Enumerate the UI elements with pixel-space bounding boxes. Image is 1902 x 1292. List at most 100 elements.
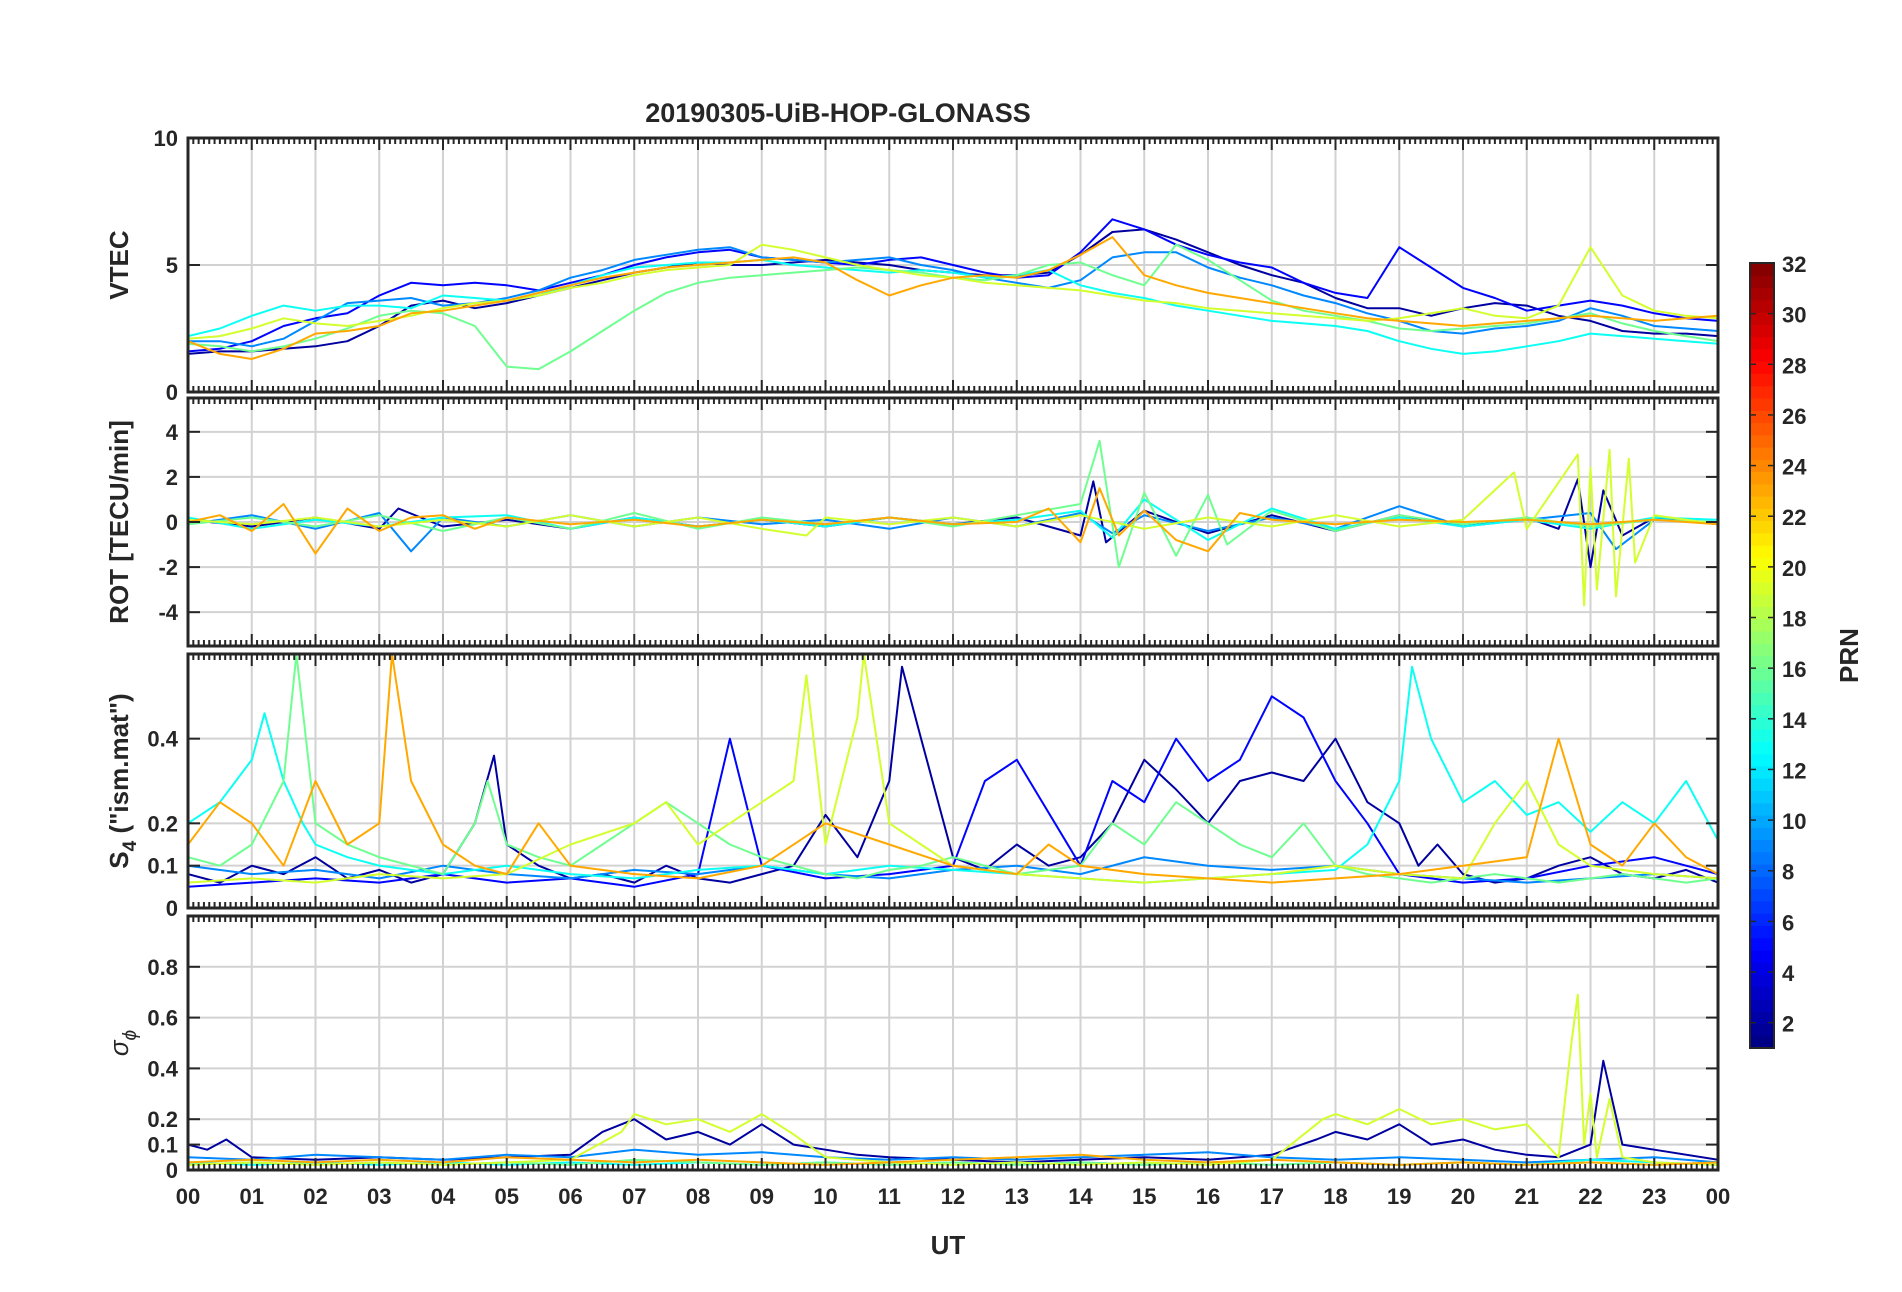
- vtec-axes-frame: [186, 136, 1720, 394]
- vtec-series-prn-9: [188, 246, 1718, 348]
- colorbar-segment: [1750, 532, 1774, 546]
- colorbar-segment: [1750, 557, 1774, 571]
- s4-series-prn-16: [188, 654, 1718, 884]
- sigma-y-tick-label: 0.4: [147, 1056, 178, 1081]
- colorbar-segment: [1750, 643, 1774, 657]
- colorbar-tick-label: 30: [1782, 303, 1806, 328]
- colorbar-segment: [1750, 888, 1774, 902]
- colorbar-segment: [1750, 618, 1774, 632]
- s4-y-tick-label: 0.2: [147, 811, 178, 836]
- vtec-series-prn-5: [188, 218, 1718, 353]
- s4-series-group: [188, 654, 1718, 888]
- colorbar-segment: [1750, 765, 1774, 779]
- s4-y-tick-label: 0.4: [147, 727, 178, 752]
- rot-panel: -4 -2 0 2 4 ROT [TECU/min]: [104, 396, 1720, 648]
- colorbar-segment: [1750, 496, 1774, 509]
- x-tick-label: 00: [176, 1184, 200, 1209]
- x-tick-label: 04: [431, 1184, 456, 1209]
- colorbar-segment: [1750, 925, 1774, 939]
- x-tick-label: 12: [941, 1184, 965, 1209]
- x-tick-label: 09: [750, 1184, 774, 1209]
- colorbar-segment: [1750, 606, 1774, 620]
- s4-y-axis-label: S4 ("ism.mat"): [104, 693, 141, 868]
- sigma-y-tick-label: 0.8: [147, 955, 178, 980]
- colorbar-tick-label: 24: [1782, 455, 1807, 480]
- colorbar-segment: [1750, 827, 1774, 841]
- x-tick-label: 14: [1068, 1184, 1093, 1209]
- sigma-y-axis-label: σϕ: [104, 1030, 141, 1056]
- colorbar-segment: [1750, 1035, 1774, 1049]
- x-tick-label: 06: [558, 1184, 582, 1209]
- colorbar-tick-label: 20: [1782, 556, 1806, 581]
- colorbar-segment: [1750, 471, 1774, 485]
- x-tick-label: 22: [1578, 1184, 1602, 1209]
- colorbar-segment: [1750, 263, 1774, 276]
- colorbar-segment: [1750, 998, 1774, 1012]
- colorbar-segment: [1750, 851, 1774, 865]
- vtec-y-tick-label: 0: [166, 380, 178, 405]
- vtec-panel: 0 5 10 VTEC: [104, 126, 1720, 405]
- s4-series-prn-23: [188, 654, 1718, 884]
- vtec-series-prn-13: [188, 258, 1718, 355]
- colorbar-segment: [1750, 508, 1774, 522]
- colorbar-segment: [1750, 949, 1774, 963]
- x-tick-label: 11: [878, 1184, 901, 1209]
- rot-y-tick-label: 2: [166, 465, 178, 490]
- colorbar-segment: [1750, 422, 1774, 436]
- sigma-phi-panel: 00.10.2 0.4 0.6 0.8 σϕ: [104, 914, 1720, 1183]
- colorbar-segment: [1750, 1011, 1774, 1025]
- colorbar-segment: [1750, 275, 1774, 289]
- x-tick-label: 05: [495, 1184, 519, 1209]
- x-tick-label: 01: [240, 1184, 264, 1209]
- x-tick-label: 19: [1387, 1184, 1411, 1209]
- colorbar-segment: [1750, 876, 1774, 890]
- x-tick-label: 07: [622, 1184, 646, 1209]
- s4-y-tick-label: 0: [166, 896, 178, 921]
- colorbar-segment: [1750, 802, 1774, 816]
- colorbar-tick-label: 12: [1782, 758, 1806, 783]
- rot-axes-frame: [186, 396, 1720, 648]
- colorbar-tick-label: 16: [1782, 657, 1806, 682]
- colorbar-segment: [1750, 716, 1774, 730]
- colorbar-segment: [1750, 741, 1774, 755]
- rot-y-tick-label: 0: [166, 510, 178, 535]
- sigma-y-tick-label: 0.2: [147, 1107, 178, 1132]
- colorbar-segment: [1750, 287, 1774, 301]
- colorbar-tick-label: 22: [1782, 505, 1806, 530]
- colorbar-segment: [1750, 348, 1774, 362]
- colorbar-segment: [1750, 299, 1774, 313]
- colorbar-segment: [1750, 361, 1774, 374]
- vtec-y-axis-label: VTEC: [104, 230, 134, 300]
- colorbar-segment: [1750, 410, 1774, 424]
- vtec-series-group: [188, 218, 1718, 371]
- rot-y-tick-label: 4: [166, 420, 179, 445]
- rot-y-axis-label: ROT [TECU/min]: [104, 420, 134, 624]
- colorbar-tick-label: 6: [1782, 910, 1794, 935]
- colorbar-segment: [1750, 312, 1774, 325]
- colorbar-segment: [1750, 385, 1774, 399]
- x-axis-tick-labels: 00 01 02 03 04 05 06 07 08 09 10 11 12 13 14 15 16 17 18 19…: [176, 1184, 1730, 1209]
- sigma-y-tick-label: 0.1: [147, 1133, 178, 1158]
- colorbar-segment: [1750, 913, 1774, 926]
- colorbar-segment: [1750, 655, 1774, 669]
- colorbar-segment: [1750, 569, 1774, 583]
- rot-series-prn-16: [188, 439, 1718, 569]
- colorbar-segment: [1750, 864, 1774, 877]
- colorbar-segment: [1750, 397, 1774, 411]
- colorbar-tick-label: 14: [1782, 708, 1807, 733]
- colorbar-segment: [1750, 814, 1774, 828]
- x-tick-label: 16: [1196, 1184, 1220, 1209]
- x-tick-label: 18: [1323, 1184, 1347, 1209]
- colorbar-segment: [1750, 974, 1774, 988]
- s4-axes-frame: [186, 652, 1720, 910]
- colorbar-segment: [1750, 692, 1774, 706]
- sigma-series-prn-19: [188, 993, 1718, 1166]
- rot-series-group: [188, 439, 1718, 607]
- sigma-axes-frame: [186, 914, 1720, 1172]
- colorbar-segment: [1750, 667, 1774, 681]
- colorbar-frame: [1749, 262, 1775, 1049]
- colorbar-segment: [1750, 704, 1774, 718]
- vtec-y-tick-label: 10: [154, 126, 178, 151]
- colorbar-tick-label: 28: [1782, 353, 1806, 378]
